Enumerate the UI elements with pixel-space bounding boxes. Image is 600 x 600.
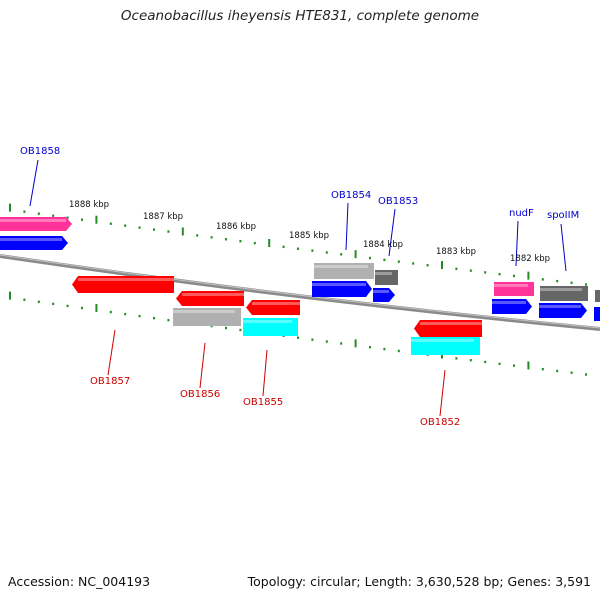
gene-label-forward[interactable]: OB1853: [378, 196, 418, 207]
upper-tick-ring: [9, 203, 587, 286]
feature-highlight: [314, 265, 368, 268]
gene-label-reverse[interactable]: OB1856: [180, 389, 220, 400]
feature-highlight: [539, 305, 581, 308]
gene-label-forward[interactable]: nudF: [509, 208, 534, 219]
feature-highlight: [243, 320, 292, 323]
gene-label-reverse[interactable]: OB1852: [420, 417, 460, 428]
gene-feature-pink: [494, 282, 534, 296]
gene-label-forward[interactable]: spoIIM: [547, 210, 579, 221]
gene-feature-dark-grey: [375, 270, 398, 285]
map-title: Oceanobacillus iheyensis HTE831, complet…: [120, 8, 480, 24]
leader-line: [107, 329, 116, 376]
gene-label-reverse[interactable]: OB1857: [90, 376, 130, 387]
kbp-label: 1887 kbp: [143, 212, 183, 222]
gene-feature-cyan: [411, 337, 480, 355]
gene-label-forward[interactable]: OB1854: [331, 190, 371, 201]
feature-highlight: [0, 219, 66, 222]
leader-line: [515, 220, 519, 267]
gene-feature-cds-reverse: [246, 300, 300, 315]
leader-line: [199, 342, 206, 389]
feature-highlight: [78, 278, 174, 281]
feature-highlight: [182, 293, 244, 296]
leader-line: [560, 223, 567, 272]
gene-feature-cyan: [243, 318, 298, 336]
kbp-label: 1886 kbp: [216, 222, 256, 232]
feature-highlight: [540, 288, 582, 291]
gene-feature-cds-forward: [539, 303, 587, 318]
feature-highlight: [312, 283, 366, 286]
feature-highlight: [494, 284, 528, 287]
feature-highlight: [252, 302, 300, 305]
gene-feature-cds-forward: [373, 288, 395, 302]
gene-feature-cds-forward: [0, 236, 68, 250]
feature-highlight: [411, 339, 474, 342]
gene-feature-cds-reverse: [72, 276, 174, 293]
leader-line: [439, 369, 446, 417]
gene-feature-cds-forward: [312, 281, 372, 297]
kbp-label: 1882 kbp: [510, 254, 550, 264]
gene-feature-cds-reverse: [176, 291, 244, 306]
gene-feature-cds-forward: [492, 299, 532, 314]
gene-feature-cds-reverse: [414, 320, 482, 337]
gene-feature-grey: [173, 308, 241, 326]
kbp-label: 1888 kbp: [69, 200, 109, 210]
feature-highlight: [0, 238, 62, 241]
feature-highlight: [375, 272, 392, 275]
feature-highlight: [492, 301, 526, 304]
gene-feature-dark-grey: [595, 290, 600, 302]
gene-feature-cds-forward: [594, 307, 600, 321]
feature-highlight: [373, 290, 389, 293]
feature-highlight: [420, 322, 482, 325]
genome-backbone: [0, 254, 600, 331]
kbp-label: 1885 kbp: [289, 231, 329, 241]
leader-line: [262, 349, 268, 397]
kbp-label: 1883 kbp: [436, 247, 476, 257]
topology-text: Topology: circular; Length: 3,630,528 bp…: [247, 574, 591, 589]
gene-feature-grey: [314, 263, 374, 279]
leader-line: [345, 202, 349, 251]
accession-text: Accession: NC_004193: [8, 574, 151, 589]
leader-line: [388, 208, 396, 257]
gene-label-reverse[interactable]: OB1855: [243, 397, 283, 408]
kbp-label: 1884 kbp: [363, 240, 403, 250]
gene-feature-dark-grey: [540, 286, 588, 301]
feature-highlight: [173, 310, 235, 313]
gene-feature-pink: [0, 217, 72, 231]
gene-label-forward[interactable]: OB1858: [20, 146, 60, 157]
leader-line: [29, 159, 39, 207]
